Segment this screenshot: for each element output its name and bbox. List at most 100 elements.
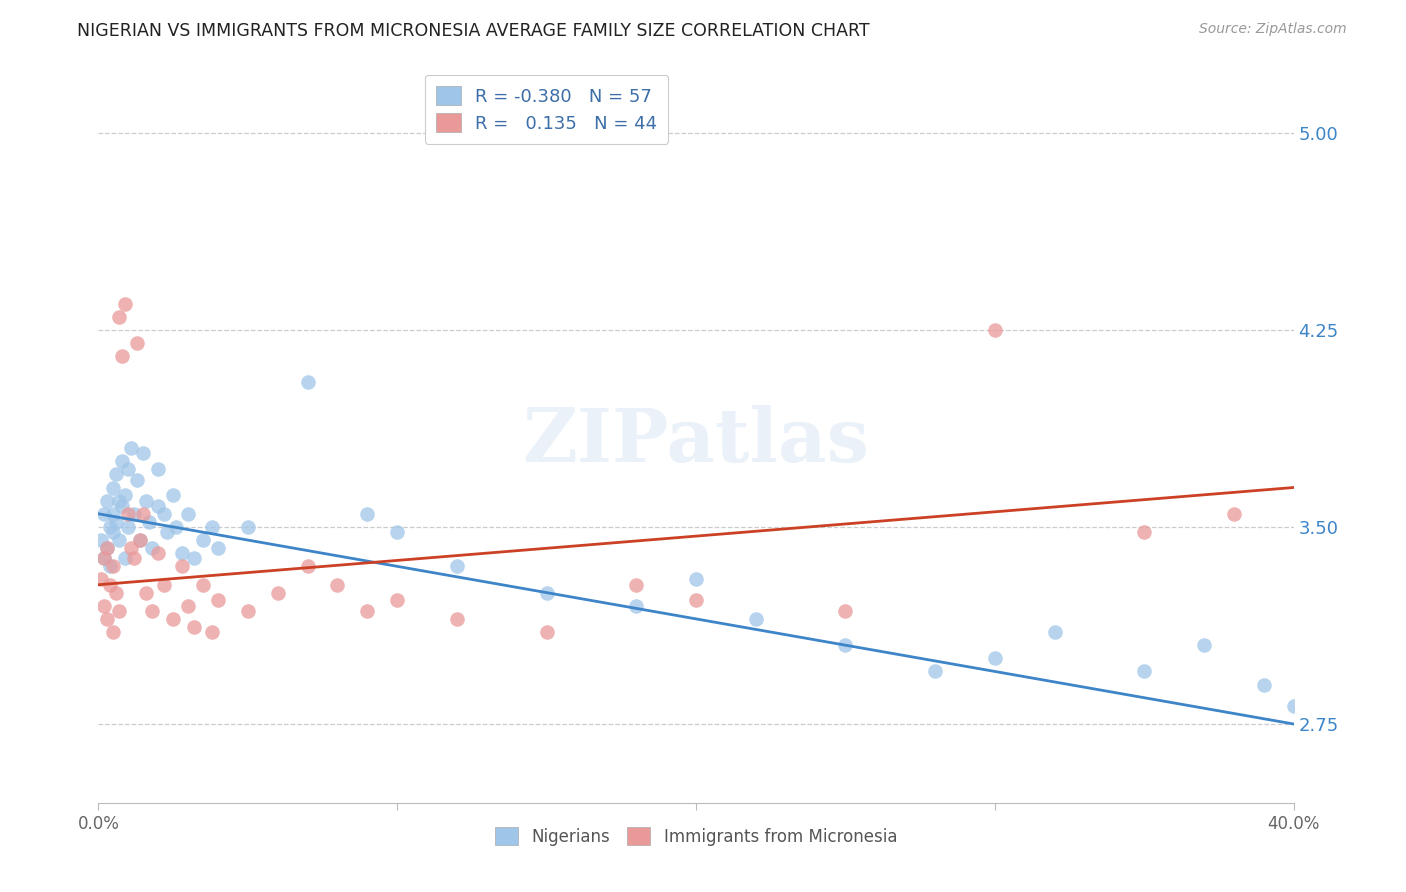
Point	[103, 507, 125, 521]
Point	[111, 454, 134, 468]
Point	[201, 625, 224, 640]
Point	[90, 573, 112, 587]
Point	[267, 585, 290, 599]
Point	[834, 604, 856, 618]
Point	[153, 578, 176, 592]
Point	[172, 546, 194, 560]
Point	[536, 585, 558, 599]
Point	[207, 541, 229, 555]
Point	[236, 520, 259, 534]
Point	[1133, 525, 1156, 540]
Point	[1043, 625, 1066, 640]
Point	[108, 493, 131, 508]
Point	[132, 446, 155, 460]
Point	[135, 493, 157, 508]
Point	[177, 599, 200, 613]
Point	[124, 551, 146, 566]
Point	[111, 499, 134, 513]
Point	[105, 467, 128, 482]
Point	[117, 462, 139, 476]
Point	[297, 376, 319, 390]
Point	[129, 533, 152, 547]
Point	[191, 578, 214, 592]
Point	[108, 533, 131, 547]
Point	[105, 515, 128, 529]
Point	[93, 507, 115, 521]
Point	[834, 638, 856, 652]
Point	[135, 585, 157, 599]
Point	[108, 310, 131, 324]
Point	[96, 541, 118, 555]
Point	[148, 546, 170, 560]
Point	[129, 533, 152, 547]
Point	[1192, 638, 1215, 652]
Point	[207, 593, 229, 607]
Point	[117, 520, 139, 534]
Point	[96, 541, 118, 555]
Point	[153, 507, 176, 521]
Point	[93, 599, 115, 613]
Point	[1282, 698, 1305, 713]
Point	[984, 651, 1007, 665]
Point	[103, 625, 125, 640]
Point	[138, 515, 160, 529]
Point	[117, 507, 139, 521]
Point	[90, 533, 112, 547]
Point	[385, 525, 409, 540]
Point	[93, 551, 115, 566]
Point	[132, 507, 155, 521]
Point	[114, 488, 136, 502]
Point	[236, 604, 259, 618]
Point	[114, 551, 136, 566]
Point	[156, 525, 179, 540]
Point	[183, 551, 205, 566]
Legend: Nigerians, Immigrants from Micronesia: Nigerians, Immigrants from Micronesia	[488, 821, 904, 852]
Point	[685, 593, 707, 607]
Point	[162, 488, 184, 502]
Point	[96, 612, 118, 626]
Point	[183, 620, 205, 634]
Point	[626, 599, 648, 613]
Point	[201, 520, 224, 534]
Point	[1133, 665, 1156, 679]
Point	[446, 612, 468, 626]
Point	[127, 473, 149, 487]
Point	[446, 559, 468, 574]
Point	[924, 665, 946, 679]
Point	[103, 481, 125, 495]
Point	[297, 559, 319, 574]
Point	[114, 296, 136, 310]
Point	[1223, 507, 1246, 521]
Point	[356, 604, 378, 618]
Point	[93, 551, 115, 566]
Point	[148, 499, 170, 513]
Point	[103, 559, 125, 574]
Point	[98, 520, 122, 534]
Point	[162, 612, 184, 626]
Text: ZIPatlas: ZIPatlas	[523, 405, 869, 478]
Point	[98, 559, 122, 574]
Point	[626, 578, 648, 592]
Point	[191, 533, 214, 547]
Point	[356, 507, 378, 521]
Point	[96, 493, 118, 508]
Point	[120, 541, 142, 555]
Point	[165, 520, 187, 534]
Point	[127, 336, 149, 351]
Point	[536, 625, 558, 640]
Point	[172, 559, 194, 574]
Point	[105, 585, 128, 599]
Point	[103, 525, 125, 540]
Point	[1253, 677, 1275, 691]
Text: Source: ZipAtlas.com: Source: ZipAtlas.com	[1199, 22, 1347, 37]
Point	[745, 612, 768, 626]
Point	[984, 323, 1007, 337]
Point	[120, 441, 142, 455]
Point	[177, 507, 200, 521]
Point	[141, 604, 163, 618]
Point	[685, 573, 707, 587]
Point	[108, 604, 131, 618]
Text: NIGERIAN VS IMMIGRANTS FROM MICRONESIA AVERAGE FAMILY SIZE CORRELATION CHART: NIGERIAN VS IMMIGRANTS FROM MICRONESIA A…	[77, 22, 870, 40]
Point	[141, 541, 163, 555]
Point	[98, 578, 122, 592]
